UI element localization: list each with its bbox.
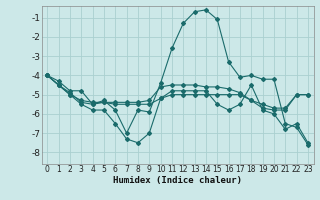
X-axis label: Humidex (Indice chaleur): Humidex (Indice chaleur) [113, 176, 242, 185]
